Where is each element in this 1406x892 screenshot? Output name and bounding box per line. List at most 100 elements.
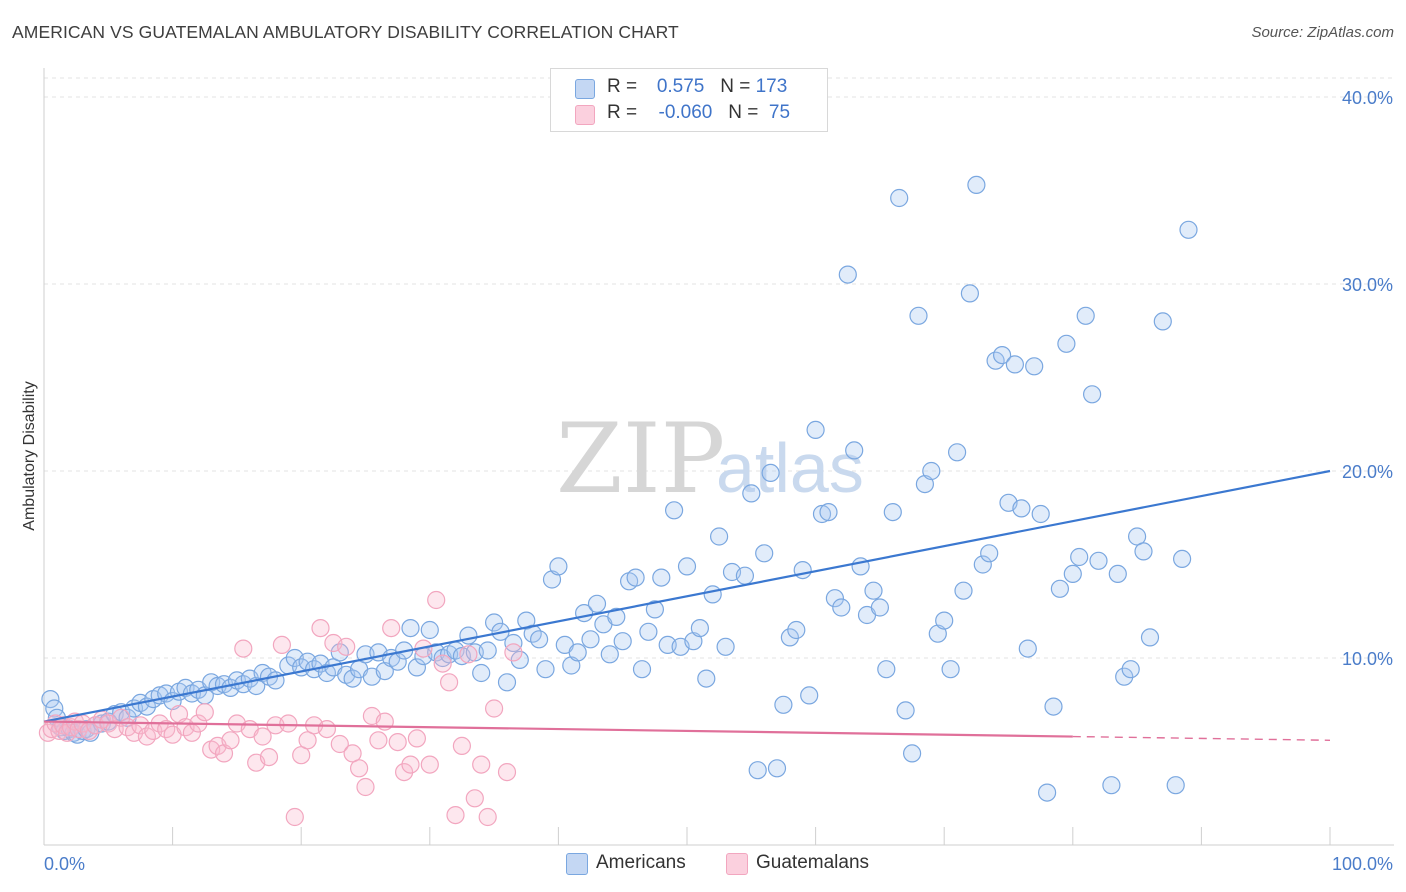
americans-points bbox=[41, 175, 1198, 802]
x-tick-labels: 0.0% 100.0% bbox=[44, 854, 1393, 874]
guatemalan-point-74 bbox=[497, 762, 517, 782]
r-label: R = bbox=[607, 102, 643, 123]
american-point-141 bbox=[935, 611, 954, 630]
american-point-108 bbox=[716, 637, 735, 656]
american-point-168 bbox=[1115, 667, 1134, 686]
r-value: 0.575 bbox=[656, 76, 705, 97]
guatemalan-point-44 bbox=[298, 731, 317, 750]
guatemalan-point-75 bbox=[504, 643, 523, 662]
american-point-119 bbox=[793, 560, 812, 580]
american-point-116 bbox=[774, 695, 793, 714]
americans-legend-swatch bbox=[566, 853, 588, 875]
american-point-74 bbox=[497, 673, 517, 692]
american-point-153 bbox=[1012, 499, 1031, 518]
y-tick-label-0: 10.0% bbox=[1342, 649, 1393, 669]
guatemalan-point-58 bbox=[388, 732, 407, 752]
american-point-115 bbox=[767, 759, 787, 778]
guatemalan-point-41 bbox=[279, 714, 298, 733]
guatemalans-trend-line bbox=[43, 720, 1073, 738]
american-point-123 bbox=[819, 502, 838, 522]
american-point-160 bbox=[1057, 334, 1076, 353]
guatemalan-point-55 bbox=[369, 731, 388, 750]
american-point-172 bbox=[1140, 628, 1160, 647]
american-point-62 bbox=[420, 620, 439, 640]
watermark-zip: ZIP bbox=[556, 403, 725, 515]
american-point-167 bbox=[1108, 564, 1127, 584]
guatemalan-point-57 bbox=[382, 618, 401, 638]
american-point-169 bbox=[1121, 660, 1140, 679]
n-label: N = bbox=[728, 102, 764, 123]
guatemalan-point-47 bbox=[317, 719, 336, 739]
american-point-100 bbox=[664, 501, 684, 520]
y-axis-label: Ambulatory Disability bbox=[21, 381, 38, 530]
guatemalan-point-40 bbox=[272, 635, 291, 655]
american-point-106 bbox=[703, 585, 722, 604]
american-point-137 bbox=[909, 306, 928, 325]
american-point-144 bbox=[954, 581, 973, 600]
american-point-114 bbox=[761, 463, 780, 482]
x-tick-label-max: 100.0% bbox=[1332, 854, 1393, 874]
guatemalan-point-61 bbox=[407, 729, 426, 748]
american-point-159 bbox=[1050, 579, 1070, 598]
guatemalan-point-42 bbox=[285, 807, 304, 827]
guatemalan-point-68 bbox=[452, 736, 471, 756]
american-point-138 bbox=[915, 475, 935, 494]
american-point-150 bbox=[992, 346, 1012, 365]
american-point-130 bbox=[864, 581, 883, 600]
american-point-82 bbox=[549, 557, 568, 576]
guatemalan-point-67 bbox=[446, 805, 465, 825]
american-point-147 bbox=[973, 555, 992, 574]
american-point-70 bbox=[472, 663, 491, 683]
guatemalan-point-51 bbox=[343, 744, 362, 763]
watermark-atlas: atlas bbox=[716, 429, 864, 507]
trend-lines bbox=[43, 469, 1331, 741]
american-point-148 bbox=[980, 544, 999, 563]
american-point-87 bbox=[581, 630, 600, 649]
american-point-158 bbox=[1044, 697, 1063, 716]
american-point-154 bbox=[1018, 639, 1037, 658]
stats-legend: R = 0.575 N = 173 R = -0.060 N = 75 bbox=[550, 68, 828, 132]
american-point-105 bbox=[697, 669, 716, 688]
guatemalan-point-52 bbox=[350, 759, 369, 778]
american-point-92 bbox=[613, 632, 632, 651]
american-point-113 bbox=[755, 544, 774, 563]
american-point-124 bbox=[825, 589, 845, 608]
american-point-163 bbox=[1076, 306, 1095, 325]
american-point-156 bbox=[1031, 504, 1050, 524]
american-point-94 bbox=[626, 568, 645, 587]
guatemalan-point-69 bbox=[459, 645, 478, 664]
american-point-127 bbox=[845, 441, 864, 460]
american-point-80 bbox=[536, 660, 555, 679]
y-tick-labels: 10.0% 20.0% 30.0% 40.0% bbox=[1342, 88, 1393, 669]
guatemalan-point-38 bbox=[259, 747, 279, 767]
guatemalan-point-46 bbox=[311, 618, 330, 638]
gridlines bbox=[44, 77, 1394, 659]
series-legend: Americans Guatemalans bbox=[0, 850, 1406, 880]
american-point-76 bbox=[510, 650, 529, 670]
guatemalan-point-60 bbox=[401, 755, 420, 774]
american-point-165 bbox=[1089, 551, 1108, 570]
legend-label-americans: Americans bbox=[596, 852, 686, 873]
guatemalan-point-72 bbox=[478, 807, 497, 827]
american-point-139 bbox=[922, 461, 941, 481]
guatemalan-point-65 bbox=[433, 654, 452, 673]
american-point-81 bbox=[542, 570, 562, 589]
guatemalans-points bbox=[38, 590, 523, 827]
guatemalan-point-73 bbox=[485, 699, 504, 718]
guatemalan-point-66 bbox=[440, 673, 459, 692]
american-point-117 bbox=[780, 628, 800, 647]
american-point-95 bbox=[632, 660, 652, 679]
american-point-77 bbox=[517, 611, 536, 630]
r-label: R = bbox=[607, 76, 643, 97]
american-point-97 bbox=[645, 600, 665, 619]
americans-trend-line bbox=[43, 469, 1331, 723]
guatemalan-point-37 bbox=[253, 727, 272, 746]
american-point-72 bbox=[485, 613, 504, 632]
american-point-164 bbox=[1082, 385, 1102, 404]
american-point-176 bbox=[1179, 220, 1198, 239]
guatemalan-point-64 bbox=[427, 590, 446, 610]
american-point-79 bbox=[529, 630, 549, 649]
n-label: N = bbox=[720, 76, 756, 97]
american-point-166 bbox=[1102, 776, 1121, 795]
